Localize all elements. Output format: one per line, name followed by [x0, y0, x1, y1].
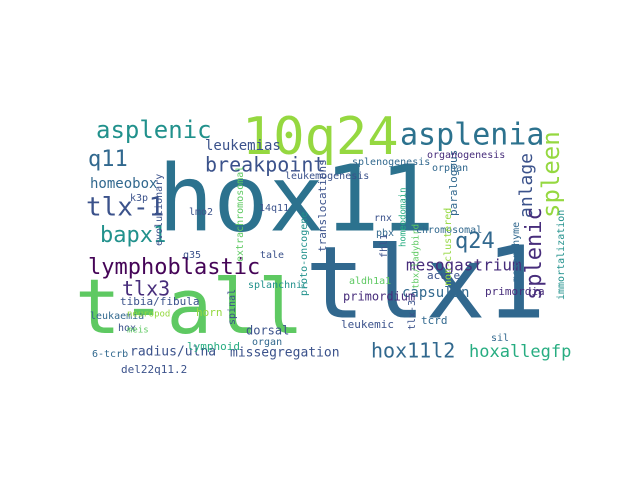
word-meis: meis	[127, 326, 149, 336]
word-capsulin: capsulin	[402, 285, 469, 301]
word-tlx-1: tlx-1	[86, 193, 164, 223]
word-proto-oncogene: proto-oncogene	[299, 212, 310, 296]
word-hox11l2: hox11l2	[371, 339, 455, 363]
cloud-background	[75, 115, 570, 365]
word-tlx1: tlx1	[305, 224, 546, 341]
word-splenic: splenic	[522, 207, 547, 300]
word-extrachromosomal: extrachromosomal	[235, 166, 246, 262]
word-tbx-ladybird: tbx/ladybird	[412, 224, 422, 289]
word-bapx1: bapx1	[100, 223, 166, 248]
word-homeodomain: homeodomain	[399, 187, 409, 247]
word-organ: organ	[252, 337, 282, 348]
word-asplenia: asplenia	[400, 118, 545, 153]
word-tlx3: tlx3	[122, 277, 170, 301]
word-primordium: primordium	[343, 290, 415, 304]
word-mesogastrium: mesogastrium	[406, 256, 522, 275]
word-evolutionary: evolutionary	[154, 174, 165, 246]
word-hoxallegfp: hoxallegfp	[469, 342, 571, 362]
word-tale: tale	[260, 250, 284, 261]
word-splanchnic: splanchnic	[248, 280, 308, 291]
word-6-tcrb: 6-tcrb	[92, 349, 128, 360]
word-spinal: spinal	[227, 289, 238, 325]
word-homeobox: homeobox	[90, 176, 157, 192]
word-hox: hox	[118, 323, 136, 334]
word-missegregation: missegregation	[230, 346, 340, 361]
word-acute: acute	[427, 269, 460, 282]
word-primordia: primordia	[485, 285, 545, 298]
word-non-clustered: non-clustered	[443, 208, 454, 286]
word-organogenesis: organogenesis	[427, 150, 505, 161]
word-anlage: anlage	[516, 153, 537, 218]
word-fhl1: fhl1	[379, 234, 390, 258]
word-lmo2: lmo2	[189, 207, 213, 218]
word-leukaemia: leukaemia	[90, 311, 144, 322]
word-paralogous: paralogous	[447, 150, 460, 216]
word-hox11: hox11	[158, 145, 435, 252]
word-asplenic: asplenic	[96, 116, 212, 144]
word-horn: horn	[196, 306, 223, 319]
word-dorsal: dorsal	[246, 324, 289, 338]
word-k3p: k3p	[130, 193, 148, 204]
word-splenogenesis: splenogenesis	[352, 157, 430, 168]
word-rnx: rnx	[374, 213, 392, 224]
word-mesenchyme: mesenchyme	[511, 222, 522, 282]
word-10q24: 10q24	[242, 107, 399, 167]
word-q11: q11	[88, 147, 128, 172]
word-t-all: t-all	[75, 262, 304, 351]
word-orphan: orphan	[432, 163, 468, 174]
word-leukemias: leukemias	[205, 138, 281, 154]
word-tlx-3: tlx-3	[407, 300, 418, 330]
word-del22q11-2: del22q11.2	[121, 363, 187, 376]
word-spleen: spleen	[537, 131, 565, 218]
word-tcrd: tcrd	[421, 314, 448, 327]
word-tibia-fibula: tibia/fibula	[120, 295, 199, 308]
word-lymphoid: lymphoid	[187, 340, 240, 353]
word-immortalization: immortalization	[556, 210, 567, 300]
word-sil: sil	[491, 333, 509, 344]
word-lymphoblastic: lymphoblastic	[88, 255, 260, 280]
word-aldh1a1: aldh1a1	[349, 276, 391, 287]
word-breakpoint: breakpoint	[205, 153, 325, 177]
word-q24: q24	[455, 229, 495, 254]
word-chromosomal: chromosomal	[416, 225, 482, 236]
word-pbx: pbx	[376, 228, 394, 239]
word-translocations: translocations	[316, 159, 329, 252]
word-leukemic: leukemic	[341, 318, 394, 331]
word-leukemogenesis: leukemogenesis	[285, 171, 369, 182]
word-14q11: 14q11	[259, 203, 289, 214]
word-neuropod: neuropod	[127, 310, 170, 320]
word-radius-ulna: radius/ulna	[130, 345, 216, 360]
word-q35: q35	[183, 250, 201, 261]
